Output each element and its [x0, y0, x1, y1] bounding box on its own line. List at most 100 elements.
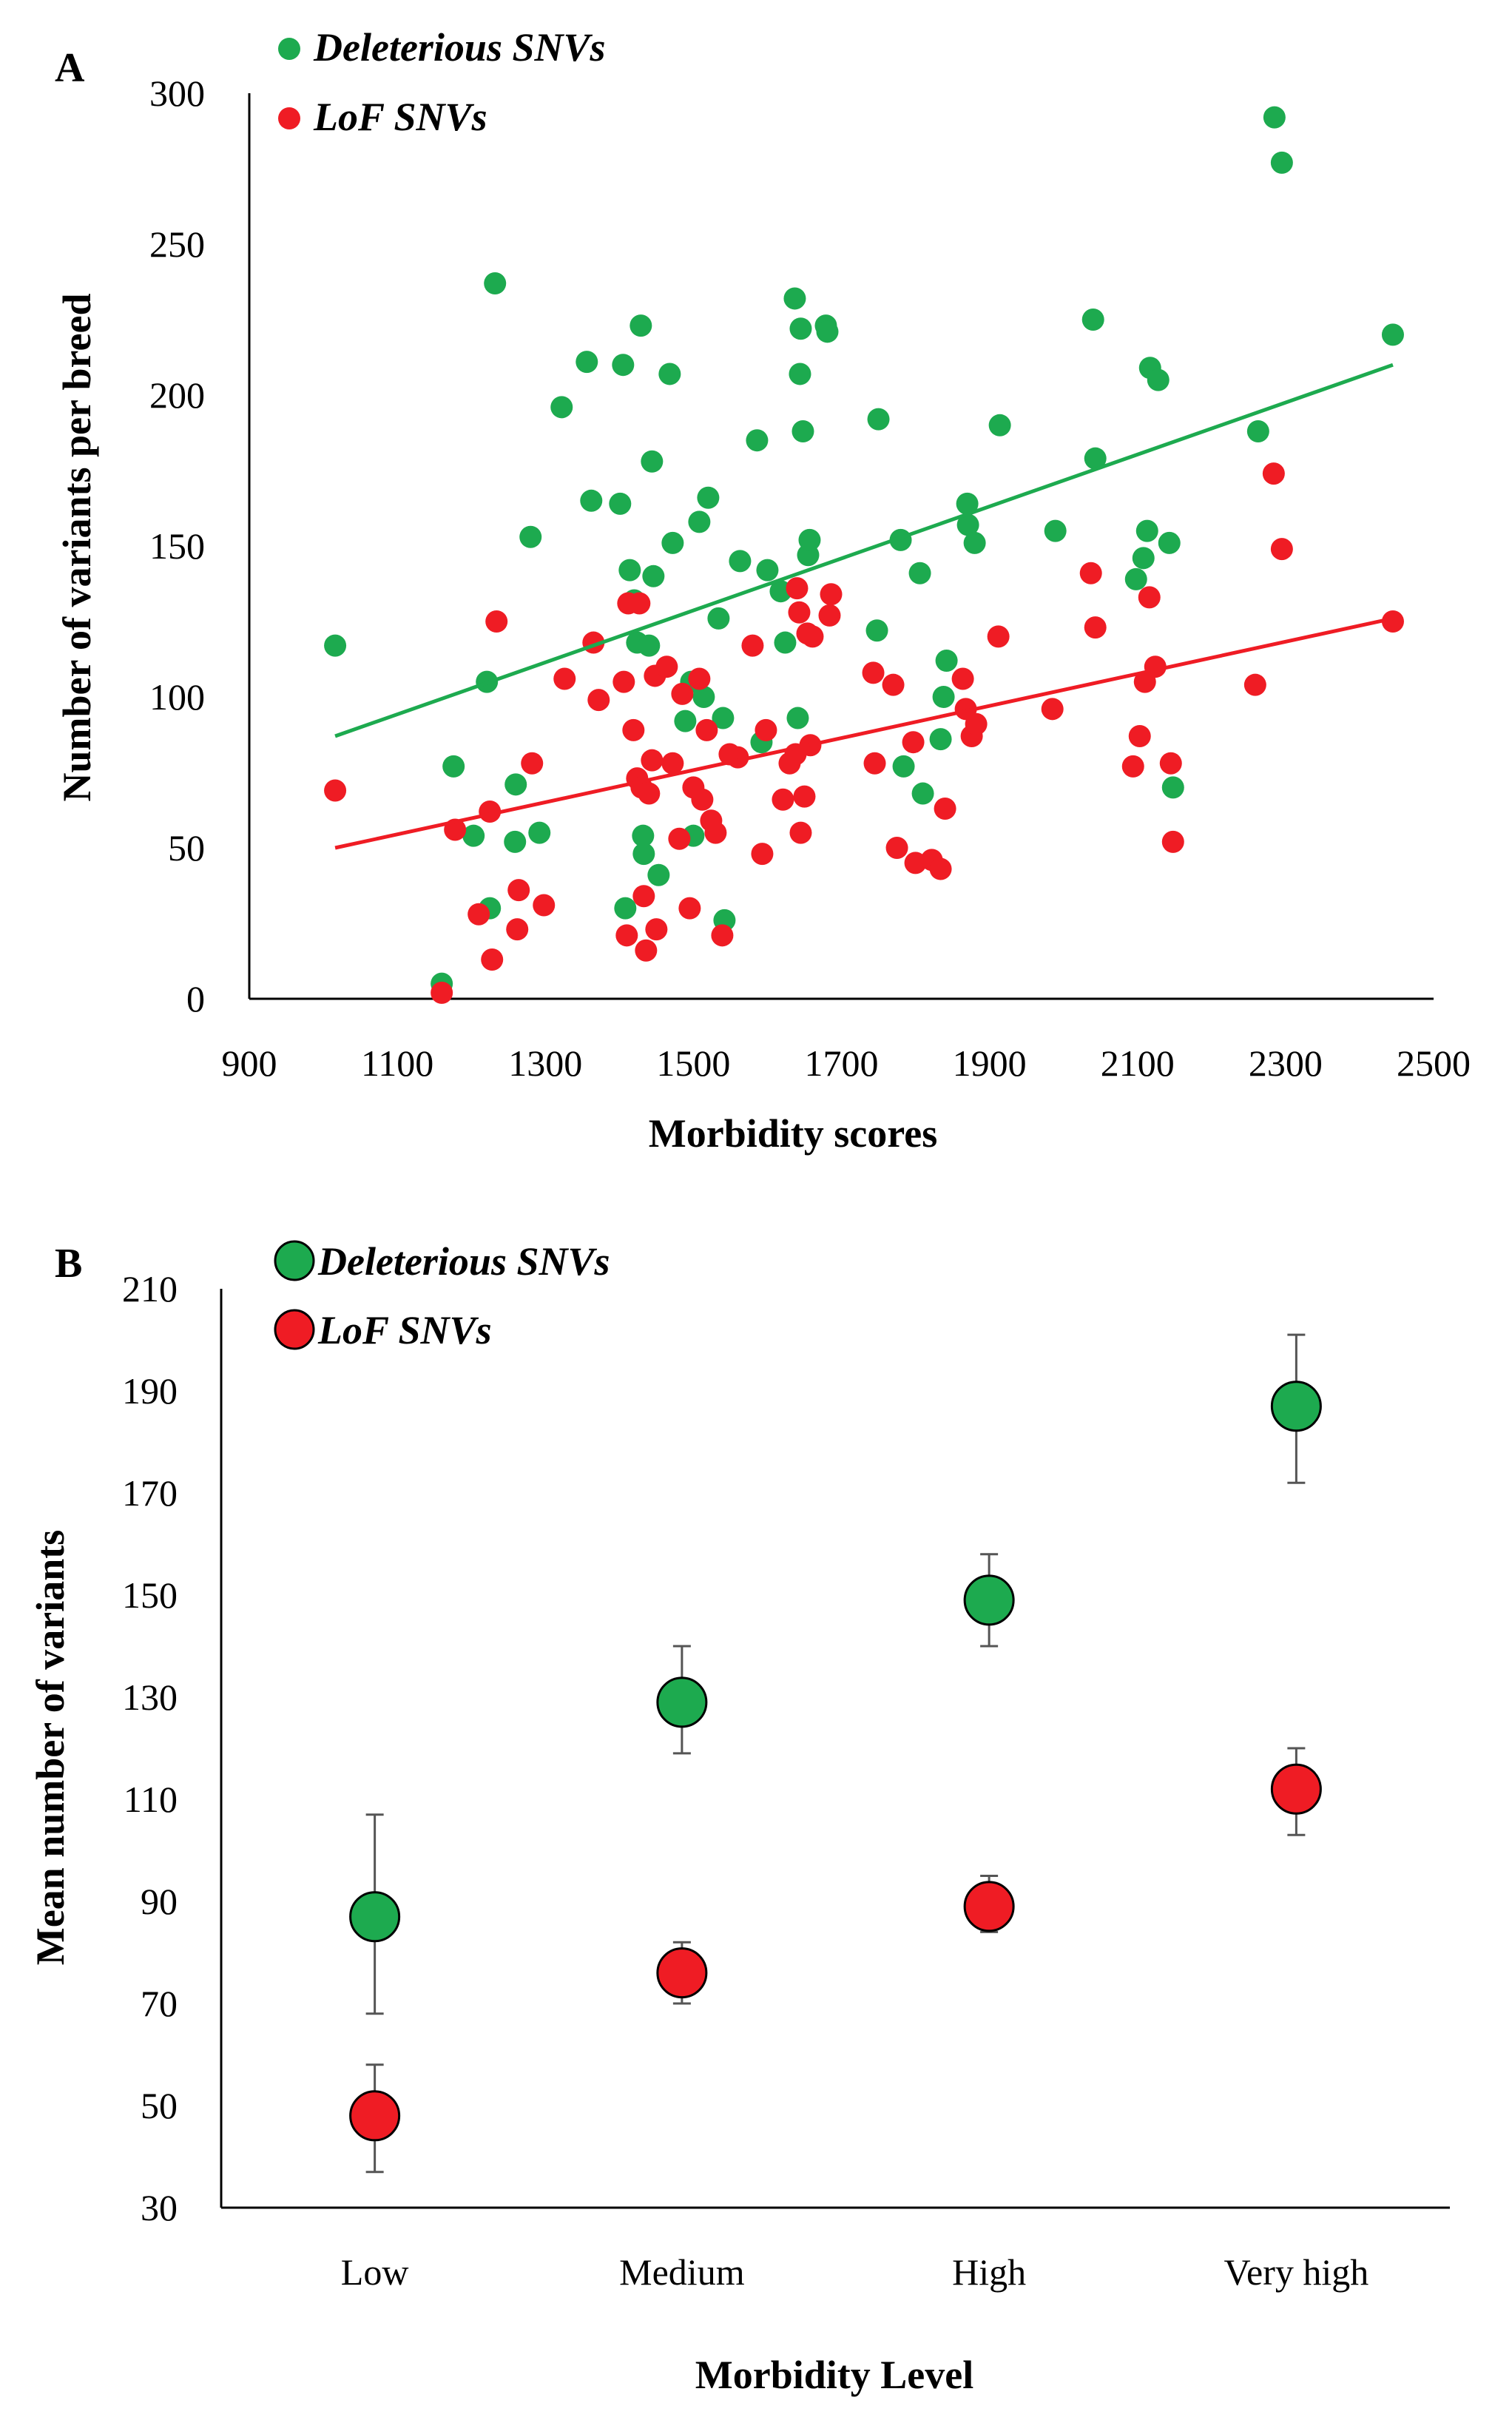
lof-point [668, 827, 691, 850]
deleterious-point [789, 317, 812, 340]
lof-point [468, 903, 490, 926]
deleterious-point [1270, 151, 1293, 174]
lof-point [1262, 462, 1285, 485]
panel-a-x-tick-labels: 900 1100 1300 1500 1700 1900 2100 2300 2500 [222, 1042, 1471, 1084]
deleterious-point [892, 755, 915, 778]
deleterious-point [1044, 519, 1067, 542]
y-tick-label: 90 [141, 1881, 178, 1922]
x-tick-label: 1900 [953, 1042, 1027, 1084]
panel-b-data-points [349, 1381, 1322, 2142]
x-tick-label: 1300 [508, 1042, 582, 1084]
lof-point [671, 682, 694, 705]
lof-point [820, 583, 843, 606]
lof-point [1243, 673, 1266, 696]
lof-point [691, 788, 714, 811]
y-tick-label: 50 [141, 2085, 178, 2126]
y-tick-label: 150 [149, 525, 205, 567]
lof-point [934, 797, 956, 820]
lof-point [628, 592, 651, 615]
deleterious-point [911, 782, 934, 805]
y-tick-label: 150 [122, 1574, 178, 1616]
deleterious-point [789, 363, 811, 385]
lof-point [704, 821, 727, 844]
lof-point [818, 604, 841, 627]
deleterious-point [956, 492, 979, 515]
legend-deleterious-label: Deleterious SNVs [313, 25, 606, 70]
lof-point [789, 821, 812, 844]
y-tick-label: 110 [124, 1779, 178, 1820]
deleterious-point [504, 830, 527, 853]
panel-a-trendlines [334, 363, 1394, 850]
lof-point [521, 752, 544, 775]
lof-point [741, 634, 764, 657]
deleterious-trendline [334, 363, 1394, 738]
lof-point [622, 718, 645, 741]
lof-point [632, 885, 655, 908]
deleterious-point [712, 707, 735, 729]
lof-point [431, 981, 453, 1004]
deleterious-point [707, 607, 730, 630]
lof-point [788, 601, 811, 624]
deleterious-point [1081, 309, 1104, 331]
deleterious-point [935, 650, 958, 673]
lof-point [655, 655, 678, 678]
deleterious-point [1381, 323, 1404, 346]
panel-b-label: B [55, 1241, 82, 1287]
deleterious-point [1147, 368, 1170, 391]
lof-mean-point [656, 1947, 708, 1999]
lof-point [951, 667, 974, 690]
lof-point [678, 897, 701, 920]
lof-trendline [334, 616, 1394, 850]
deleterious-point [697, 486, 720, 509]
x-tick-label: 2500 [1397, 1042, 1471, 1084]
lof-point [1041, 698, 1064, 721]
deleterious-point [324, 634, 347, 657]
lof-point [635, 939, 658, 962]
lof-point [755, 718, 777, 741]
deleterious-point [528, 821, 551, 844]
deleterious-point [630, 314, 652, 337]
panel-b-x-axis-title: Morbidity Level [695, 2353, 973, 2397]
lof-point [1084, 616, 1107, 639]
deleterious-point [963, 531, 986, 554]
panel-b-scatter-chart: B 30 50 70 90 110 130 150 170 190 210 Low Medium Hi… [28, 1239, 1450, 2397]
panel-a-legend: Deleterious SNVs LoF SNVs [278, 25, 606, 139]
legend-lof-label: LoF SNVs [313, 95, 487, 139]
panel-a-label: A [55, 45, 85, 91]
deleterious-point [632, 843, 655, 866]
lof-point [772, 788, 794, 811]
deleterious-point [783, 287, 806, 310]
deleterious-point [1124, 567, 1147, 590]
deleterious-mean-point [963, 1574, 1015, 1626]
deleterious-point [576, 351, 598, 374]
lof-point [324, 779, 347, 802]
y-tick-label: 210 [122, 1268, 178, 1310]
lof-point [612, 670, 635, 693]
legend-b-lof-marker [274, 1309, 315, 1350]
lof-point [882, 673, 905, 696]
lof-point [481, 948, 504, 971]
panel-b-y-tick-labels: 30 50 70 90 110 130 150 170 190 210 [122, 1268, 178, 2228]
y-tick-label: 130 [122, 1676, 178, 1718]
y-tick-label: 200 [149, 374, 205, 416]
lof-point [965, 712, 988, 735]
deleterious-point [580, 489, 603, 512]
y-tick-label: 100 [149, 676, 205, 718]
lof-point [862, 661, 885, 684]
panel-b-axes [220, 1289, 1450, 2209]
deleterious-point [692, 686, 715, 708]
lof-point [751, 843, 774, 866]
lof-point [1159, 752, 1182, 775]
panel-a-y-axis-title: Number of variants per breed [55, 294, 99, 802]
deleterious-point [638, 634, 661, 657]
lof-point [929, 857, 952, 880]
x-category-label: Very high [1224, 2251, 1368, 2293]
deleterious-point [746, 429, 769, 452]
y-tick-label: 250 [149, 223, 205, 265]
deleterious-point [1132, 547, 1155, 570]
lof-point [506, 918, 529, 941]
lof-point [641, 749, 664, 772]
deleterious-point [1158, 531, 1181, 554]
deleterious-point [756, 559, 779, 582]
deleterious-point [1084, 447, 1107, 470]
